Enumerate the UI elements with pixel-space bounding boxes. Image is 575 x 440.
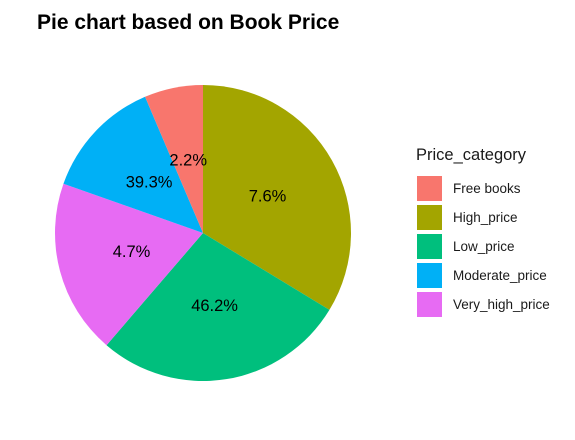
legend-item: Free books xyxy=(417,174,550,203)
pie-slice-high-price xyxy=(203,85,351,310)
slice-label: 39.3% xyxy=(126,173,173,191)
legend-swatch xyxy=(417,292,442,317)
pie-slices xyxy=(55,85,351,381)
legend-swatch xyxy=(417,176,442,201)
pie-slice-free-books xyxy=(145,85,203,233)
legend-swatch xyxy=(417,205,442,230)
pie-slice-very-high-price xyxy=(55,183,203,346)
legend-item: Low_price xyxy=(417,232,550,261)
slice-label: 4.7% xyxy=(113,243,151,261)
pie-labels: 7.6% 46.2% 4.7% 39.3% 2.2% xyxy=(113,152,287,316)
legend-label: Low_price xyxy=(453,239,515,254)
legend-swatch xyxy=(417,263,442,288)
slice-label: 46.2% xyxy=(191,297,238,315)
legend: Price_category Free books High_price Low_p… xyxy=(416,146,550,319)
slice-label: 7.6% xyxy=(249,188,287,206)
legend-item: Moderate_price xyxy=(417,261,550,290)
chart-title: Pie chart based on Book Price xyxy=(37,11,340,34)
legend-item: High_price xyxy=(417,203,550,232)
legend-title: Price_category xyxy=(416,146,527,164)
legend-label: High_price xyxy=(453,210,518,225)
legend-label: Free books xyxy=(453,181,521,196)
pie-slice-low-price xyxy=(106,233,330,381)
legend-label: Very_high_price xyxy=(453,297,550,312)
pie-slice-moderate-price xyxy=(63,96,203,233)
slice-label: 2.2% xyxy=(169,152,207,170)
legend-item: Very_high_price xyxy=(417,290,550,319)
legend-items: Free books High_price Low_price Moderate_pr… xyxy=(417,174,550,319)
legend-swatch xyxy=(417,234,442,259)
legend-label: Moderate_price xyxy=(453,268,547,283)
